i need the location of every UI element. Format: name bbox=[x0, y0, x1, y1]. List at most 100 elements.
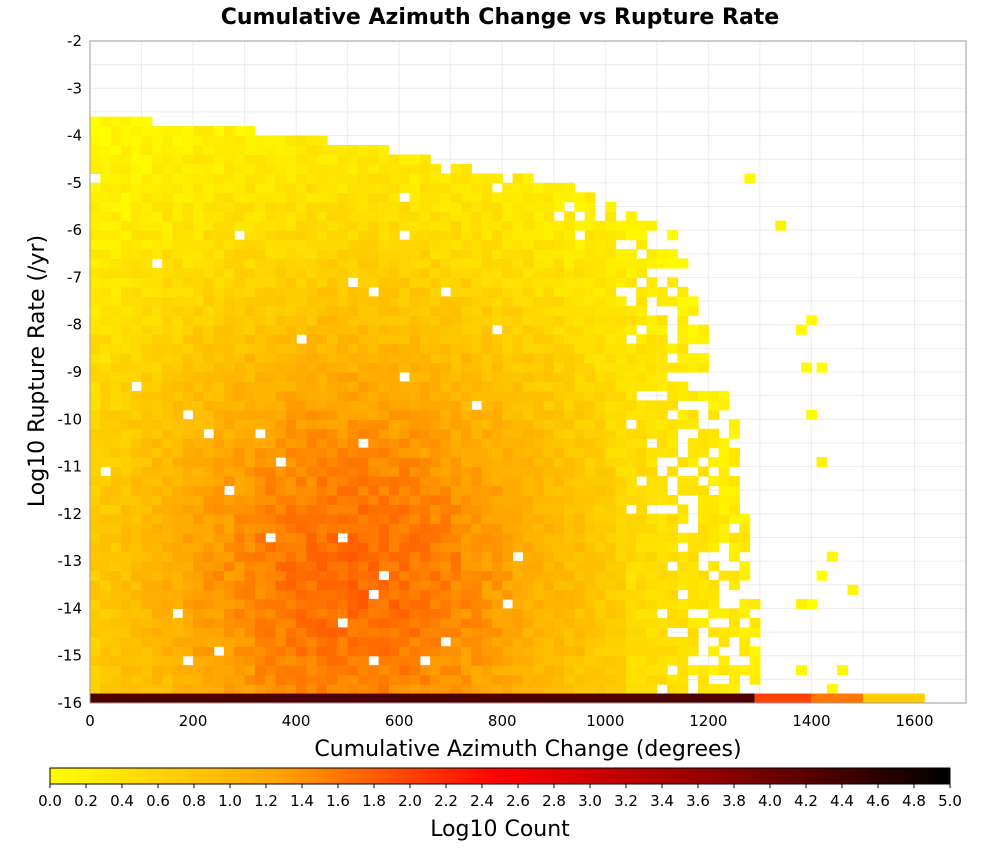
heatmap-cell bbox=[203, 230, 215, 241]
heatmap-cell bbox=[553, 476, 565, 487]
heatmap-cell bbox=[430, 532, 441, 543]
heatmap-cell bbox=[574, 494, 586, 505]
heatmap-cell bbox=[203, 485, 215, 496]
heatmap-cell bbox=[275, 428, 287, 439]
x-tick-label: 1000 bbox=[586, 712, 624, 730]
heatmap-cell bbox=[275, 646, 287, 657]
heatmap-cell bbox=[481, 267, 493, 279]
heatmap-cell bbox=[182, 182, 194, 193]
heatmap-cell bbox=[605, 419, 617, 430]
heatmap-cell bbox=[254, 201, 266, 212]
heatmap-cell bbox=[450, 230, 462, 241]
heatmap-cell bbox=[162, 617, 174, 628]
heatmap-cell bbox=[110, 372, 122, 383]
heatmap-cell bbox=[450, 476, 462, 487]
heatmap-cell bbox=[419, 447, 431, 458]
heatmap-cell bbox=[223, 362, 235, 373]
heatmap-cell bbox=[100, 267, 112, 279]
heatmap-cell bbox=[605, 211, 617, 222]
heatmap-cell bbox=[533, 267, 545, 279]
heatmap-cell bbox=[172, 381, 184, 392]
heatmap-cell bbox=[512, 646, 524, 657]
heatmap-cell bbox=[625, 542, 637, 553]
heatmap-cell bbox=[90, 230, 101, 241]
heatmap-cell bbox=[378, 598, 390, 610]
heatmap-cell bbox=[151, 381, 163, 392]
heatmap-cell bbox=[749, 646, 761, 657]
heatmap-cell bbox=[564, 419, 575, 430]
heatmap-cell bbox=[471, 589, 483, 600]
heatmap-cell bbox=[440, 513, 452, 524]
heatmap-cell bbox=[564, 390, 575, 401]
heatmap-cell bbox=[399, 343, 411, 354]
heatmap-cell bbox=[481, 220, 493, 231]
heatmap-cell bbox=[553, 466, 565, 477]
heatmap-cell bbox=[244, 627, 256, 638]
heatmap-cell bbox=[522, 476, 534, 487]
heatmap-cell bbox=[275, 513, 287, 524]
heatmap-cell bbox=[409, 372, 421, 383]
heatmap-cell bbox=[543, 277, 555, 288]
heatmap-cell bbox=[450, 428, 462, 439]
heatmap-cell bbox=[677, 457, 689, 468]
heatmap-cell bbox=[131, 608, 143, 619]
heatmap-cell bbox=[162, 532, 174, 543]
heatmap-cell bbox=[522, 466, 534, 477]
heatmap-cell bbox=[409, 409, 421, 420]
heatmap-cell bbox=[90, 542, 101, 553]
heatmap-cell bbox=[357, 570, 369, 581]
heatmap-cell bbox=[368, 674, 380, 685]
heatmap-cell bbox=[141, 684, 153, 695]
heatmap-cell bbox=[141, 400, 153, 411]
heatmap-cell bbox=[687, 409, 699, 420]
heatmap-cell bbox=[667, 249, 679, 260]
heatmap-cell bbox=[656, 674, 668, 685]
heatmap-cell bbox=[244, 504, 256, 515]
heatmap-cell bbox=[162, 390, 174, 401]
heatmap-cell bbox=[615, 305, 627, 316]
heatmap-cell bbox=[100, 343, 112, 354]
heatmap-cell bbox=[347, 494, 359, 505]
heatmap-cell bbox=[193, 513, 204, 524]
heatmap-cell bbox=[151, 665, 163, 676]
heatmap-cell bbox=[120, 504, 132, 515]
heatmap-cell bbox=[574, 589, 586, 600]
heatmap-cell bbox=[399, 655, 411, 666]
heatmap-cell bbox=[564, 570, 575, 581]
heatmap-cell bbox=[244, 646, 256, 657]
heatmap-cell bbox=[131, 684, 143, 695]
heatmap-cell bbox=[327, 258, 338, 269]
heatmap-cell bbox=[646, 627, 658, 638]
heatmap-cell bbox=[110, 343, 122, 354]
heatmap-cell bbox=[285, 684, 297, 695]
heatmap-cell bbox=[399, 513, 411, 524]
heatmap-cell bbox=[120, 570, 132, 581]
heatmap-cell bbox=[594, 428, 606, 439]
heatmap-cell bbox=[461, 239, 472, 250]
heatmap-cell bbox=[749, 665, 761, 676]
heatmap-cell bbox=[533, 617, 545, 628]
heatmap-cell bbox=[553, 646, 565, 657]
heatmap-cell bbox=[419, 230, 431, 241]
heatmap-cell bbox=[203, 135, 215, 146]
heatmap-cell bbox=[357, 466, 369, 477]
heatmap-cell bbox=[378, 239, 390, 250]
heatmap-cell bbox=[543, 532, 555, 543]
heatmap-cell bbox=[337, 362, 349, 373]
heatmap-cell bbox=[698, 523, 709, 534]
heatmap-cell bbox=[471, 419, 483, 430]
heatmap-cell bbox=[285, 457, 297, 468]
heatmap-cell bbox=[656, 580, 668, 591]
heatmap-cell bbox=[388, 589, 400, 600]
heatmap-cell bbox=[512, 542, 524, 553]
heatmap-cell bbox=[306, 457, 318, 468]
heatmap-cell bbox=[131, 258, 143, 269]
heatmap-cell bbox=[564, 523, 575, 534]
heatmap-cell bbox=[687, 485, 699, 496]
heatmap-cell bbox=[234, 145, 246, 156]
heatmap-cell bbox=[327, 476, 338, 487]
heatmap-cell bbox=[378, 334, 390, 345]
heatmap-cell bbox=[337, 182, 349, 193]
heatmap-cell bbox=[110, 409, 122, 420]
heatmap-cell bbox=[275, 249, 287, 260]
